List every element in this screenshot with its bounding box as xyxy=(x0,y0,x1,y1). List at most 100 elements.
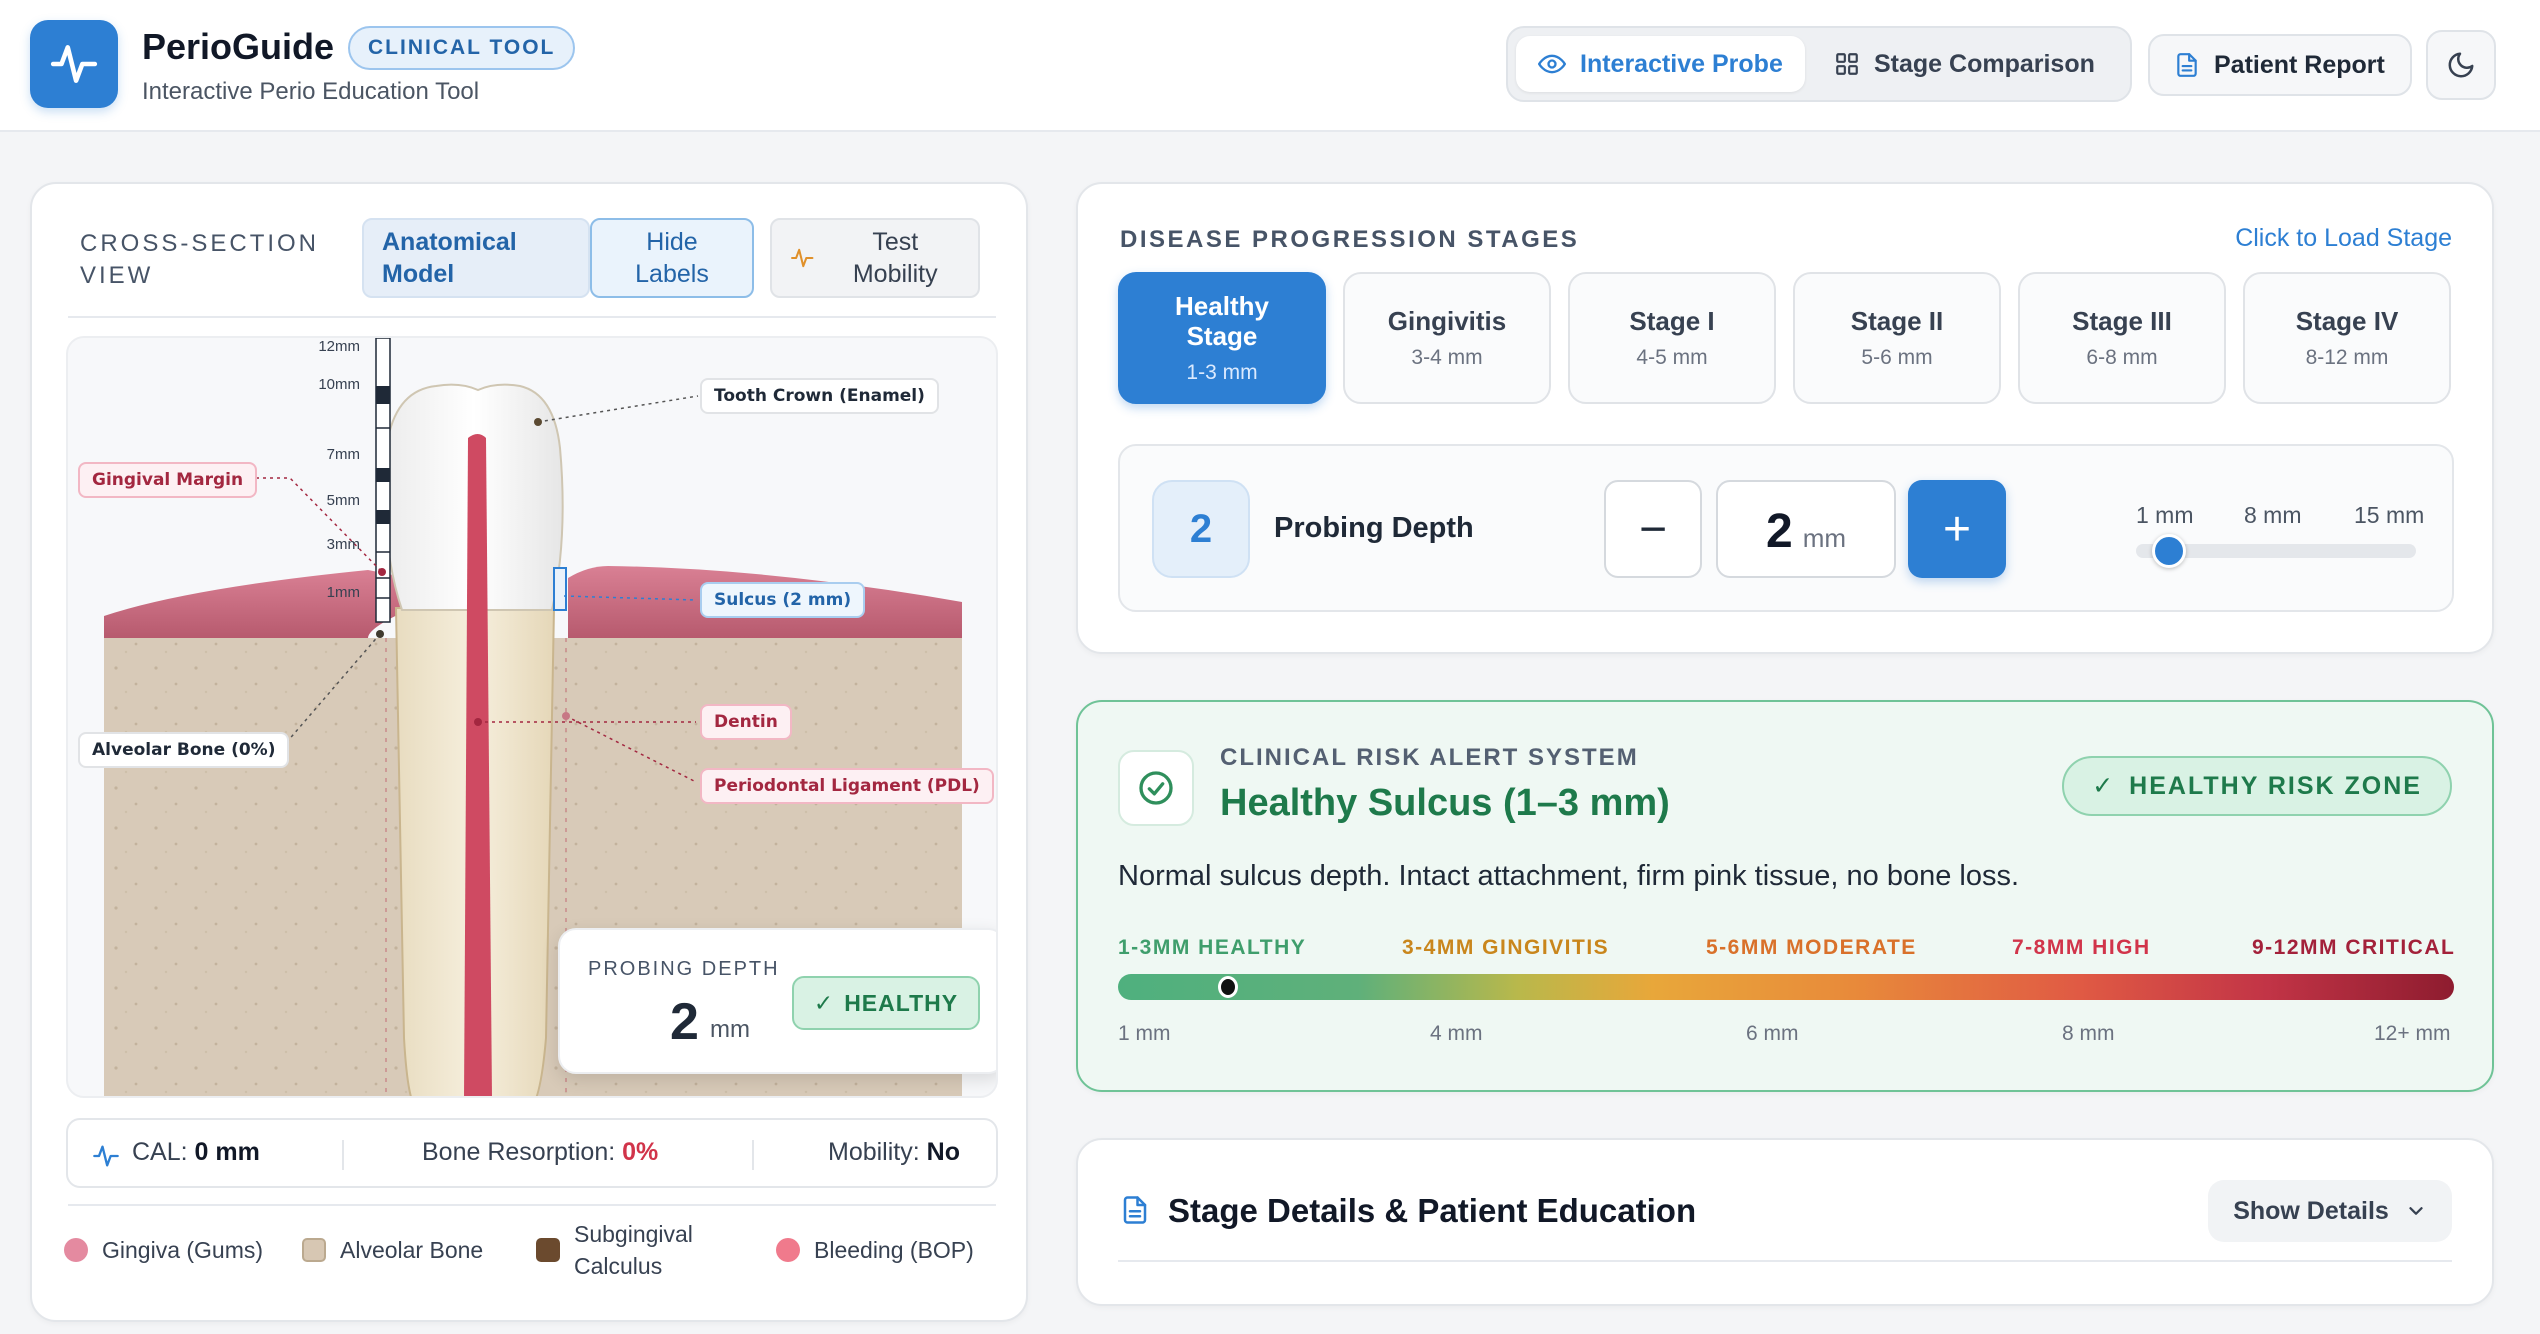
stage-name: Stage II xyxy=(1850,306,1944,336)
show-details-button[interactable]: Show Details xyxy=(2208,1180,2452,1242)
probing-depth-panel: 2 Probing Depth − 2 mm + 1 mm 8 mm 15 mm xyxy=(1118,444,2454,612)
legend-label: Alveolar Bone xyxy=(340,1237,484,1263)
show-details-label: Show Details xyxy=(2233,1196,2389,1225)
label-dentin: Dentin xyxy=(700,704,792,740)
cross-section-card: CROSS-SECTION VIEW Anatomical Model Hide… xyxy=(30,182,1028,1322)
alert-kicker: CLINICAL RISK ALERT SYSTEM xyxy=(1220,744,1639,771)
pulse-icon xyxy=(50,45,98,83)
test-mobility-label: Test Mobility xyxy=(852,228,938,288)
tab-stage-comparison[interactable]: Stage Comparison xyxy=(1812,36,2117,92)
patient-report-button[interactable]: Patient Report xyxy=(2148,34,2412,96)
risk-tick: 6 mm xyxy=(1746,1022,1799,1045)
risk-position-marker xyxy=(1218,976,1238,998)
overlay-status-badge: ✓ HEALTHY xyxy=(792,976,980,1030)
legend-item-gingiva: Gingiva (Gums) xyxy=(64,1234,263,1266)
ruler-tick: 10mm xyxy=(318,376,360,393)
stage-button-stage-2[interactable]: Stage II 5-6 mm xyxy=(1793,272,2001,404)
stage-button-stage-3[interactable]: Stage III 6-8 mm xyxy=(2018,272,2226,404)
legend-label: Bleeding (BOP) xyxy=(814,1237,974,1263)
stat-bone-resorption: Bone Resorption: 0% xyxy=(422,1138,658,1167)
stage-button-stage-4[interactable]: Stage IV 8-12 mm xyxy=(2243,272,2451,404)
tooth-cross-section: 12mm 10mm 7mm 5mm 3mm 1mm Tooth Crown (E… xyxy=(66,336,998,1098)
risk-tick: 4 mm xyxy=(1430,1022,1483,1045)
eye-icon xyxy=(1538,54,1566,74)
ruler-tick: 7mm xyxy=(326,446,360,463)
zone-label-critical: 9-12MM CRITICAL xyxy=(2252,936,2456,959)
overlay-depth-value: 2 xyxy=(670,993,699,1051)
depth-slider-track[interactable] xyxy=(2136,544,2416,558)
theme-toggle-button[interactable] xyxy=(2426,30,2496,100)
alert-description: Normal sulcus depth. Intact attachment, … xyxy=(1118,860,2020,892)
legend-divider xyxy=(68,1204,996,1206)
document-icon xyxy=(1123,1196,1147,1224)
zone-label-high: 7-8MM HIGH xyxy=(2012,936,2151,959)
stage-range: 6-8 mm xyxy=(2086,346,2158,369)
click-to-load-stage-link[interactable]: Click to Load Stage xyxy=(2235,224,2452,252)
app-subtitle: Interactive Perio Education Tool xyxy=(142,78,480,105)
decrease-depth-button[interactable]: − xyxy=(1604,480,1702,578)
activity-icon xyxy=(791,248,814,268)
test-mobility-button[interactable]: Test Mobility xyxy=(770,218,980,298)
legend-item-alveolar-bone: Alveolar Bone xyxy=(302,1234,483,1266)
hide-labels-button[interactable]: Hide Labels xyxy=(590,218,754,298)
stage-button-healthy[interactable]: Healthy Stage 1-3 mm xyxy=(1118,272,1326,404)
stage-button-stage-1[interactable]: Stage I 4-5 mm xyxy=(1568,272,1776,404)
stat-bone-value: 0% xyxy=(622,1138,659,1166)
legend-swatch xyxy=(64,1238,88,1262)
depth-slider-thumb[interactable] xyxy=(2152,534,2186,568)
legend-swatch xyxy=(776,1238,800,1262)
stage-name: Healthy Stage xyxy=(1175,291,1269,351)
anatomical-model-button[interactable]: Anatomical Model xyxy=(362,218,590,298)
risk-tick: 8 mm xyxy=(2062,1022,2115,1045)
depth-value-display: 2 mm xyxy=(1716,480,1896,578)
overlay-kicker: PROBING DEPTH xyxy=(588,958,780,980)
risk-tick: 1 mm xyxy=(1118,1022,1171,1045)
overlay-status-label: HEALTHY xyxy=(844,989,959,1016)
legend-swatch xyxy=(302,1238,326,1262)
stat-separator xyxy=(752,1140,754,1170)
stage-button-gingivitis[interactable]: Gingivitis 3-4 mm xyxy=(1343,272,1551,404)
label-alveolar-bone: Alveolar Bone (0%) xyxy=(78,732,290,768)
stage-name: Stage IV xyxy=(2295,306,2399,336)
zone-label-healthy: 1-3MM HEALTHY xyxy=(1118,936,1307,959)
stat-cal: CAL: 0 mm xyxy=(132,1138,260,1167)
risk-gradient-bar xyxy=(1118,974,2454,1000)
probing-depth-overlay: PROBING DEPTH 2 mm ✓ HEALTHY xyxy=(558,928,996,1074)
check-circle-icon xyxy=(1139,771,1173,805)
tab-interactive-probe-label: Interactive Probe xyxy=(1580,49,1783,78)
stage-name: Gingivitis xyxy=(1387,306,1507,336)
risk-zone-label: HEALTHY RISK ZONE xyxy=(2129,771,2422,800)
tab-interactive-probe[interactable]: Interactive Probe xyxy=(1516,36,1805,92)
header-divider xyxy=(68,316,996,318)
increase-depth-button[interactable]: + xyxy=(1908,480,2006,578)
disease-stages-card: DISEASE PROGRESSION STAGES Click to Load… xyxy=(1076,182,2494,654)
slider-min-label: 1 mm xyxy=(2136,502,2194,528)
legend-item-bleeding: Bleeding (BOP) xyxy=(776,1234,974,1266)
label-gingival-margin: Gingival Margin xyxy=(78,462,258,498)
view-switcher: Interactive Probe Stage Comparison xyxy=(1506,26,2132,102)
stage-name: Stage III xyxy=(2072,306,2172,336)
tab-stage-comparison-label: Stage Comparison xyxy=(1874,49,2095,78)
zone-label-moderate: 5-6MM MODERATE xyxy=(1706,936,1917,959)
app-header: PerioGuide CLINICAL TOOL Interactive Per… xyxy=(0,0,2540,132)
depth-value: 2 xyxy=(1765,505,1793,558)
risk-zone-badge: ✓ HEALTHY RISK ZONE xyxy=(2062,756,2452,816)
zone-label-gingivitis: 3-4MM GINGIVITIS xyxy=(1402,936,1610,959)
stat-cal-label: CAL: xyxy=(132,1138,188,1166)
stat-separator xyxy=(342,1140,344,1170)
grid-icon xyxy=(1836,53,1858,75)
depth-indicator: 2 xyxy=(1152,480,1250,578)
chevron-down-icon xyxy=(2409,1207,2423,1215)
stat-mobility-label: Mobility: xyxy=(828,1138,920,1166)
document-icon xyxy=(2177,53,2197,77)
app-title: PerioGuide xyxy=(142,26,335,67)
stage-range: 4-5 mm xyxy=(1636,346,1708,369)
details-divider xyxy=(1118,1260,2452,1262)
app-logo xyxy=(30,20,118,108)
stage-range: 3-4 mm xyxy=(1411,346,1483,369)
stages-title: DISEASE PROGRESSION STAGES xyxy=(1120,226,1580,253)
cross-section-title: CROSS-SECTION VIEW xyxy=(80,230,320,289)
legend-item-calculus: Subgingival Calculus xyxy=(536,1218,693,1282)
depth-unit: mm xyxy=(1802,523,1847,553)
stage-name: Stage I xyxy=(1629,306,1715,336)
